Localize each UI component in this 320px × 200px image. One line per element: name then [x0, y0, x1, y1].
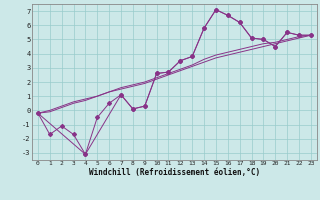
- X-axis label: Windchill (Refroidissement éolien,°C): Windchill (Refroidissement éolien,°C): [89, 168, 260, 177]
